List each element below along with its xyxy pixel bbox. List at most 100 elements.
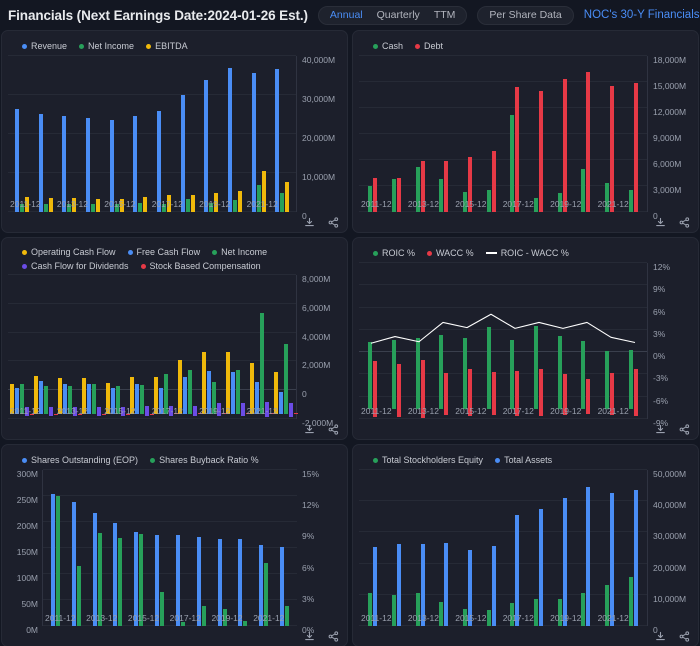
bar[interactable] bbox=[180, 94, 185, 212]
bar-group[interactable] bbox=[154, 275, 178, 419]
tab-per-share-data[interactable]: Per Share Data bbox=[489, 8, 562, 21]
bar[interactable] bbox=[562, 497, 567, 626]
bar-group[interactable] bbox=[106, 275, 130, 419]
bar[interactable] bbox=[38, 113, 43, 212]
legend-item-2[interactable]: EBITDA bbox=[146, 40, 188, 52]
bar[interactable] bbox=[463, 608, 468, 626]
bar[interactable] bbox=[392, 339, 396, 409]
bar[interactable] bbox=[43, 204, 48, 212]
bar[interactable] bbox=[24, 197, 29, 212]
bar-group[interactable] bbox=[479, 56, 503, 212]
bar[interactable] bbox=[439, 334, 444, 409]
bar[interactable] bbox=[183, 377, 187, 415]
bar[interactable] bbox=[97, 406, 101, 416]
bar[interactable] bbox=[486, 327, 491, 409]
bar-group[interactable] bbox=[456, 56, 480, 212]
legend-item-3[interactable]: Cash Flow for Dividends bbox=[22, 261, 129, 271]
bar[interactable] bbox=[90, 203, 95, 212]
bar[interactable] bbox=[275, 69, 280, 212]
bar[interactable] bbox=[562, 373, 567, 416]
bar-group[interactable] bbox=[274, 470, 295, 626]
bar[interactable] bbox=[204, 80, 209, 212]
bar[interactable] bbox=[190, 195, 195, 212]
bar[interactable] bbox=[145, 406, 149, 416]
bar[interactable] bbox=[154, 376, 158, 415]
bar[interactable] bbox=[491, 546, 496, 626]
bar[interactable] bbox=[243, 620, 248, 626]
bar[interactable] bbox=[605, 182, 610, 212]
bar[interactable] bbox=[534, 326, 539, 409]
bar[interactable] bbox=[188, 369, 192, 415]
bar[interactable] bbox=[420, 543, 425, 626]
bar[interactable] bbox=[212, 381, 216, 415]
bar[interactable] bbox=[444, 160, 449, 212]
bar[interactable] bbox=[156, 111, 161, 212]
legend-item-1[interactable]: Debt bbox=[415, 40, 443, 52]
bar-group[interactable] bbox=[361, 263, 385, 419]
bar-group[interactable] bbox=[361, 470, 385, 626]
bar[interactable] bbox=[610, 493, 615, 626]
bar-group[interactable] bbox=[149, 470, 170, 626]
legend-item-2[interactable]: Net Income bbox=[212, 247, 267, 257]
bar[interactable] bbox=[39, 381, 43, 415]
bar[interactable] bbox=[581, 593, 586, 626]
bar-group[interactable] bbox=[10, 56, 34, 212]
bar[interactable] bbox=[76, 565, 81, 626]
bar[interactable] bbox=[209, 203, 214, 212]
legend-item-0[interactable]: Cash bbox=[373, 40, 403, 52]
bar[interactable] bbox=[217, 538, 222, 626]
bar[interactable] bbox=[214, 192, 219, 212]
bar[interactable] bbox=[95, 198, 100, 212]
tab-annual[interactable]: Annual bbox=[329, 8, 363, 21]
bar[interactable] bbox=[289, 402, 293, 417]
bar[interactable] bbox=[628, 189, 633, 212]
bar[interactable] bbox=[217, 403, 221, 417]
bar-group[interactable] bbox=[574, 263, 598, 419]
legend-item-4[interactable]: Stock Based Compensation bbox=[140, 261, 261, 271]
bar[interactable] bbox=[169, 405, 173, 416]
bar[interactable] bbox=[222, 609, 227, 626]
bar-group[interactable] bbox=[176, 56, 200, 212]
bar[interactable] bbox=[109, 120, 114, 212]
bar-group[interactable] bbox=[621, 56, 645, 212]
bar-group[interactable] bbox=[199, 56, 223, 212]
bar[interactable] bbox=[581, 340, 586, 409]
bar-group[interactable] bbox=[408, 56, 432, 212]
bar[interactable] bbox=[280, 192, 285, 212]
bar-group[interactable] bbox=[223, 56, 247, 212]
bar[interactable] bbox=[463, 338, 468, 409]
bar[interactable] bbox=[633, 489, 638, 626]
bar[interactable] bbox=[111, 388, 115, 415]
bar-group[interactable] bbox=[598, 56, 622, 212]
bar-group[interactable] bbox=[212, 470, 233, 626]
bar-group[interactable] bbox=[34, 275, 58, 419]
bar[interactable] bbox=[628, 350, 633, 409]
bar-group[interactable] bbox=[274, 275, 298, 419]
legend-item-1[interactable]: WACC % bbox=[427, 247, 474, 259]
bar[interactable] bbox=[68, 386, 72, 415]
bar[interactable] bbox=[628, 576, 633, 626]
bar[interactable] bbox=[259, 545, 264, 626]
bar[interactable] bbox=[236, 369, 240, 415]
share-icon[interactable] bbox=[679, 631, 690, 642]
bar[interactable] bbox=[397, 543, 401, 626]
bar[interactable] bbox=[135, 383, 139, 415]
bar[interactable] bbox=[415, 592, 420, 626]
bar[interactable] bbox=[14, 109, 19, 212]
bar[interactable] bbox=[30, 413, 34, 415]
bar-group[interactable] bbox=[574, 470, 598, 626]
bar[interactable] bbox=[294, 413, 298, 415]
download-icon[interactable] bbox=[655, 631, 666, 642]
bar[interactable] bbox=[279, 392, 283, 415]
bar[interactable] bbox=[19, 203, 24, 212]
bar[interactable] bbox=[420, 359, 425, 418]
legend-item-1[interactable]: Net Income bbox=[79, 40, 134, 52]
bar[interactable] bbox=[491, 151, 496, 212]
bar[interactable] bbox=[557, 598, 562, 626]
bar[interactable] bbox=[557, 336, 562, 409]
bar[interactable] bbox=[63, 383, 67, 415]
bar[interactable] bbox=[159, 387, 163, 415]
bar[interactable] bbox=[180, 621, 185, 626]
bar[interactable] bbox=[133, 116, 138, 212]
legend-item-0[interactable]: Revenue bbox=[22, 40, 67, 52]
